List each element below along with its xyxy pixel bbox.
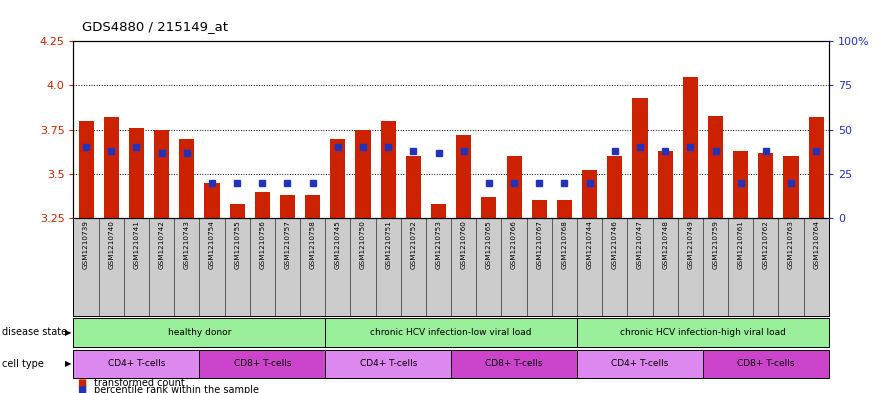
Bar <box>758 152 773 218</box>
Text: GSM1210752: GSM1210752 <box>410 220 417 269</box>
Text: transformed count: transformed count <box>94 378 185 388</box>
Text: GSM1210759: GSM1210759 <box>712 220 719 269</box>
Text: GSM1210748: GSM1210748 <box>662 220 668 269</box>
Text: GSM1210751: GSM1210751 <box>385 220 392 269</box>
Bar <box>406 156 421 218</box>
Text: GSM1210749: GSM1210749 <box>687 220 694 269</box>
Text: GSM1210743: GSM1210743 <box>184 220 190 269</box>
Text: CD8+ T-cells: CD8+ T-cells <box>737 360 795 368</box>
Text: CD4+ T-cells: CD4+ T-cells <box>108 360 165 368</box>
Text: chronic HCV infection-low viral load: chronic HCV infection-low viral load <box>370 328 532 337</box>
Text: GSM1210762: GSM1210762 <box>762 220 769 269</box>
Bar <box>633 98 648 218</box>
Bar <box>129 128 144 218</box>
Bar <box>431 204 446 218</box>
Bar <box>733 151 748 218</box>
Text: ■: ■ <box>78 385 90 393</box>
Text: ▶: ▶ <box>65 328 71 337</box>
Text: GSM1210767: GSM1210767 <box>537 220 542 269</box>
Text: GSM1210760: GSM1210760 <box>461 220 467 269</box>
Text: GSM1210754: GSM1210754 <box>209 220 215 269</box>
Text: chronic HCV infection-high viral load: chronic HCV infection-high viral load <box>620 328 786 337</box>
Text: CD8+ T-cells: CD8+ T-cells <box>234 360 291 368</box>
Text: GSM1210757: GSM1210757 <box>285 220 290 269</box>
Text: percentile rank within the sample: percentile rank within the sample <box>94 385 259 393</box>
Bar <box>306 195 320 218</box>
Bar <box>229 204 245 218</box>
Text: CD4+ T-cells: CD4+ T-cells <box>611 360 668 368</box>
Bar <box>104 118 119 218</box>
Text: GSM1210756: GSM1210756 <box>259 220 265 269</box>
Bar <box>204 183 220 218</box>
Bar <box>356 130 371 218</box>
Text: GSM1210746: GSM1210746 <box>612 220 617 269</box>
Text: disease state: disease state <box>2 327 67 338</box>
Bar <box>456 135 471 218</box>
Text: GSM1210766: GSM1210766 <box>511 220 517 269</box>
Bar <box>179 138 194 218</box>
Text: CD8+ T-cells: CD8+ T-cells <box>486 360 543 368</box>
Text: GSM1210758: GSM1210758 <box>310 220 315 269</box>
Text: GSM1210744: GSM1210744 <box>587 220 592 269</box>
Text: GSM1210745: GSM1210745 <box>335 220 340 269</box>
Bar <box>557 200 572 218</box>
Text: GSM1210764: GSM1210764 <box>814 220 819 269</box>
Bar <box>809 118 823 218</box>
Bar <box>254 192 270 218</box>
Text: GSM1210755: GSM1210755 <box>234 220 240 269</box>
Text: GSM1210742: GSM1210742 <box>159 220 165 269</box>
Bar <box>783 156 798 218</box>
Bar <box>506 156 521 218</box>
Bar <box>154 130 169 218</box>
Bar <box>79 121 93 218</box>
Text: GSM1210753: GSM1210753 <box>435 220 442 269</box>
Text: ▶: ▶ <box>65 360 71 368</box>
Text: cell type: cell type <box>2 359 44 369</box>
Bar <box>531 200 547 218</box>
Text: GSM1210768: GSM1210768 <box>562 220 567 269</box>
Text: healthy donor: healthy donor <box>168 328 231 337</box>
Bar <box>708 116 723 218</box>
Bar <box>381 121 396 218</box>
Text: GSM1210765: GSM1210765 <box>486 220 492 269</box>
Text: GSM1210741: GSM1210741 <box>134 220 140 269</box>
Bar <box>658 151 673 218</box>
Bar <box>607 156 623 218</box>
Text: ■: ■ <box>78 378 90 388</box>
Text: GDS4880 / 215149_at: GDS4880 / 215149_at <box>82 20 228 33</box>
Text: GSM1210763: GSM1210763 <box>788 220 794 269</box>
Text: GSM1210740: GSM1210740 <box>108 220 114 269</box>
Bar <box>331 138 345 218</box>
Bar <box>582 171 597 218</box>
Text: GSM1210739: GSM1210739 <box>83 220 89 269</box>
Text: CD4+ T-cells: CD4+ T-cells <box>359 360 417 368</box>
Text: GSM1210750: GSM1210750 <box>360 220 366 269</box>
Bar <box>481 197 496 218</box>
Bar <box>280 195 295 218</box>
Bar <box>683 77 698 218</box>
Text: GSM1210761: GSM1210761 <box>737 220 744 269</box>
Text: GSM1210747: GSM1210747 <box>637 220 643 269</box>
